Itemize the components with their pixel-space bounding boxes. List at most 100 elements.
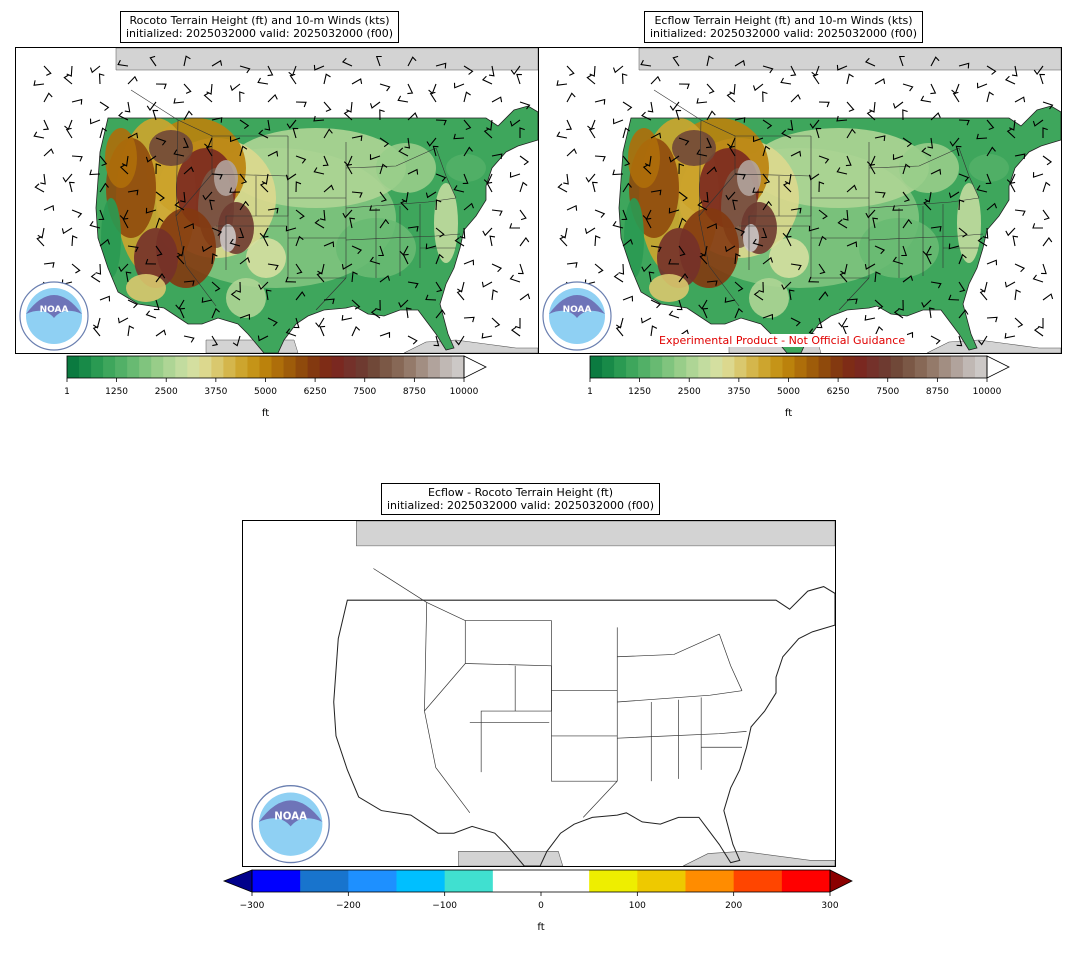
- wind-barb: [762, 91, 768, 103]
- wind-barb: [979, 289, 988, 301]
- wind-barb: [491, 209, 503, 216]
- wind-barb: [370, 308, 381, 319]
- wind-barb: [239, 65, 251, 74]
- wind-barb: [124, 101, 131, 113]
- colorbar-segment: [348, 870, 397, 892]
- coastline: [95, 105, 538, 353]
- wind-barb: [790, 65, 797, 77]
- wind-barb: [351, 245, 363, 255]
- terrain-region: [226, 278, 266, 318]
- wind-barb: [295, 235, 304, 247]
- wind-barb: [734, 173, 746, 180]
- wind-barb: [405, 307, 412, 319]
- wind-barb: [61, 227, 73, 235]
- colorbar-tick-label: 6250: [827, 387, 850, 397]
- wind-barb: [986, 202, 998, 211]
- wind-barb: [230, 290, 241, 301]
- wind-barb: [323, 128, 333, 139]
- state-border: [424, 710, 471, 814]
- wind-barb: [566, 119, 573, 131]
- wind-barb: [183, 55, 191, 67]
- wind-barb: [762, 313, 774, 320]
- wind-barb: [640, 59, 652, 67]
- noaa-logo: NOAA: [251, 785, 330, 864]
- wind-barb: [407, 56, 417, 67]
- wind-barb: [612, 65, 624, 74]
- wind-barb: [258, 281, 269, 291]
- wind-barb: [145, 155, 157, 163]
- wind-barb: [346, 163, 353, 175]
- wind-barb: [519, 127, 525, 138]
- wind-barb: [566, 204, 578, 211]
- wind-barb: [594, 155, 606, 162]
- wind-barb: [1032, 172, 1044, 178]
- colorbar-tick-label: −200: [336, 901, 361, 911]
- wind-barb: [267, 65, 274, 77]
- colorbar-segment: [259, 356, 273, 378]
- wind-barb: [958, 227, 968, 238]
- caribbean-region: [403, 339, 538, 353]
- noaa-logo-text: NOAA: [274, 812, 307, 823]
- wind-barb: [454, 237, 465, 247]
- wind-barb: [816, 317, 823, 329]
- wind-barb: [457, 281, 465, 293]
- wind-barb: [43, 92, 53, 103]
- wind-barb: [985, 173, 992, 185]
- wind-barb: [369, 205, 381, 211]
- colorbar-tick-label: 2500: [155, 387, 178, 397]
- wind-barb: [183, 110, 193, 121]
- colorbar-tick-label: 7500: [876, 387, 899, 397]
- wind-barb: [509, 172, 521, 178]
- wind-barb: [289, 73, 297, 85]
- wind-barb: [98, 73, 105, 85]
- wind-barb: [145, 258, 157, 265]
- state-border: [868, 197, 980, 209]
- colorbar-segment: [271, 356, 285, 378]
- wind-barb: [232, 335, 241, 347]
- wind-barb: [89, 118, 101, 125]
- caribbean-region: [926, 339, 1061, 353]
- wind-barb: [183, 223, 195, 229]
- wind-barb: [462, 173, 469, 185]
- wind-barb: [519, 155, 530, 166]
- wind-barb: [155, 217, 164, 229]
- wind-barb: [1042, 236, 1053, 247]
- wind-barb: [295, 181, 302, 193]
- wind-barb: [958, 119, 970, 126]
- state-border: [617, 633, 720, 658]
- canada-region: [115, 48, 538, 71]
- wind-barb: [425, 191, 437, 199]
- state-border: [551, 620, 618, 782]
- wind-barb: [924, 191, 932, 203]
- colorbar-segment: [223, 356, 236, 378]
- wind-barb: [976, 133, 988, 140]
- wind-barb: [379, 83, 391, 92]
- wind-barb: [33, 131, 45, 139]
- wind-barb: [482, 227, 493, 237]
- colorbar-tick-label: 200: [725, 901, 742, 911]
- colorbar-segment: [698, 356, 711, 378]
- wind-barb: [155, 83, 167, 90]
- colorbar-segment: [938, 356, 952, 378]
- canada-region: [356, 521, 835, 547]
- wind-barb: [615, 325, 624, 337]
- wind-barb: [752, 83, 764, 92]
- wind-barb: [177, 245, 185, 257]
- wind-barb: [491, 263, 503, 273]
- wind-barb: [621, 209, 628, 221]
- wind-barb: [211, 59, 223, 67]
- wind-barb: [668, 207, 680, 214]
- wind-barb: [317, 263, 325, 275]
- wind-barb: [980, 281, 988, 293]
- wind-barb: [179, 307, 185, 319]
- wind-barb: [211, 307, 220, 319]
- wind-barb: [781, 281, 792, 291]
- colorbar-segment: [782, 356, 796, 378]
- terrain-region: [649, 274, 689, 302]
- wind-barb: [842, 325, 849, 337]
- wind-barb: [591, 181, 598, 193]
- wind-barb: [239, 313, 251, 320]
- wind-barb: [64, 119, 73, 131]
- wind-barb: [491, 317, 501, 328]
- wind-barb: [650, 75, 661, 85]
